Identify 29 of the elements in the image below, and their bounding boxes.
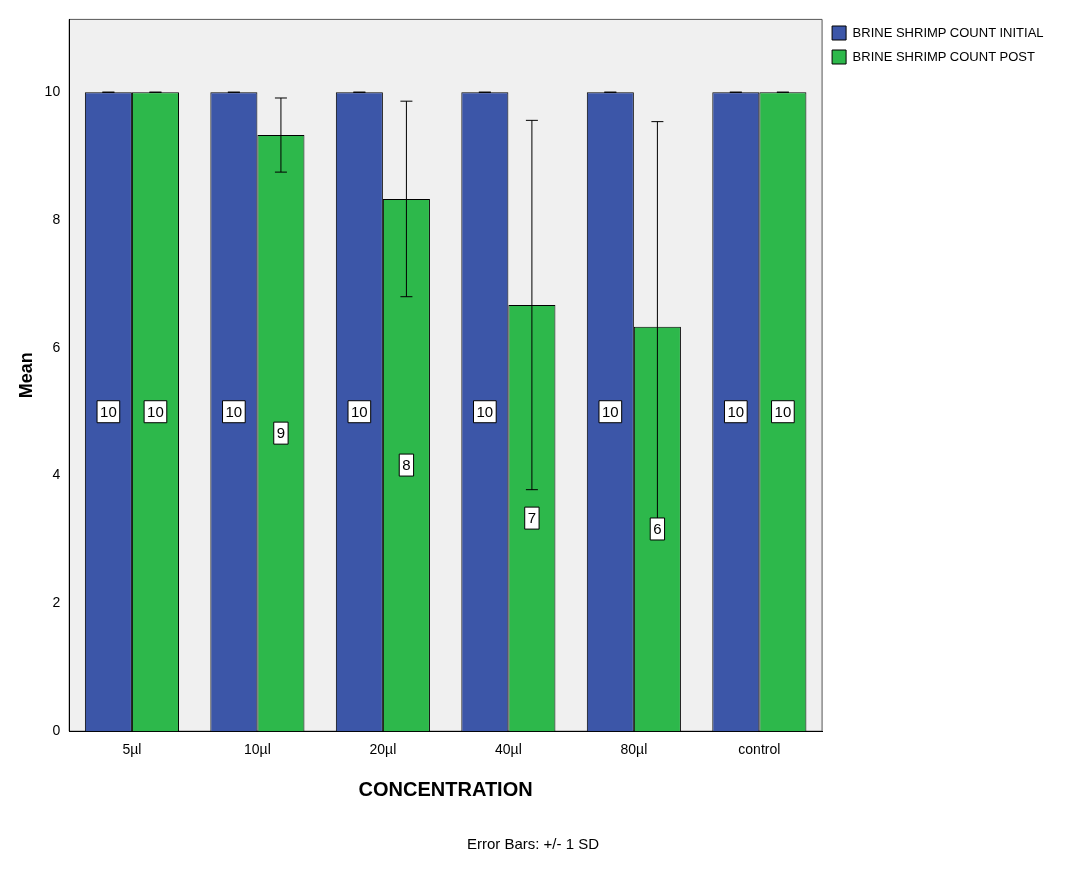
x-tick-label: 10µl <box>244 741 271 758</box>
data-label: 8 <box>402 456 411 474</box>
y-tick-label: 4 <box>52 466 61 483</box>
data-label: 7 <box>527 509 537 527</box>
x-tick-label: 80µl <box>620 741 648 758</box>
y-axis-title: Mean <box>15 352 36 399</box>
x-tick-label: 5µl <box>122 741 142 758</box>
legend-label: BRINE SHRIMP COUNT INITIAL <box>852 24 1044 40</box>
data-label: 10 <box>351 402 368 420</box>
y-tick-label: 0 <box>52 722 61 739</box>
y-tick-label: 6 <box>52 338 61 355</box>
data-label: 10 <box>476 402 494 420</box>
data-label: 10 <box>100 402 117 420</box>
data-label: 10 <box>225 402 243 420</box>
x-tick-label: 40µl <box>495 741 522 758</box>
x-axis-title: CONCENTRATION <box>358 777 533 800</box>
x-tick-label: 20µl <box>369 741 397 758</box>
legend-label: BRINE SHRIMP COUNT POST <box>852 48 1035 64</box>
y-tick-label: 8 <box>52 210 61 227</box>
data-label: 10 <box>774 402 792 420</box>
text: Error Bars: +/- 1 SD <box>466 835 600 853</box>
data-label: 10 <box>727 402 745 420</box>
x-tick-label: control <box>738 741 781 758</box>
data-label: 10 <box>601 402 619 420</box>
y-tick-label: 2 <box>52 594 61 611</box>
data-label: 9 <box>276 424 286 442</box>
data-label: 6 <box>653 520 662 538</box>
y-tick-label: 10 <box>44 83 61 100</box>
data-label: 10 <box>147 402 164 420</box>
